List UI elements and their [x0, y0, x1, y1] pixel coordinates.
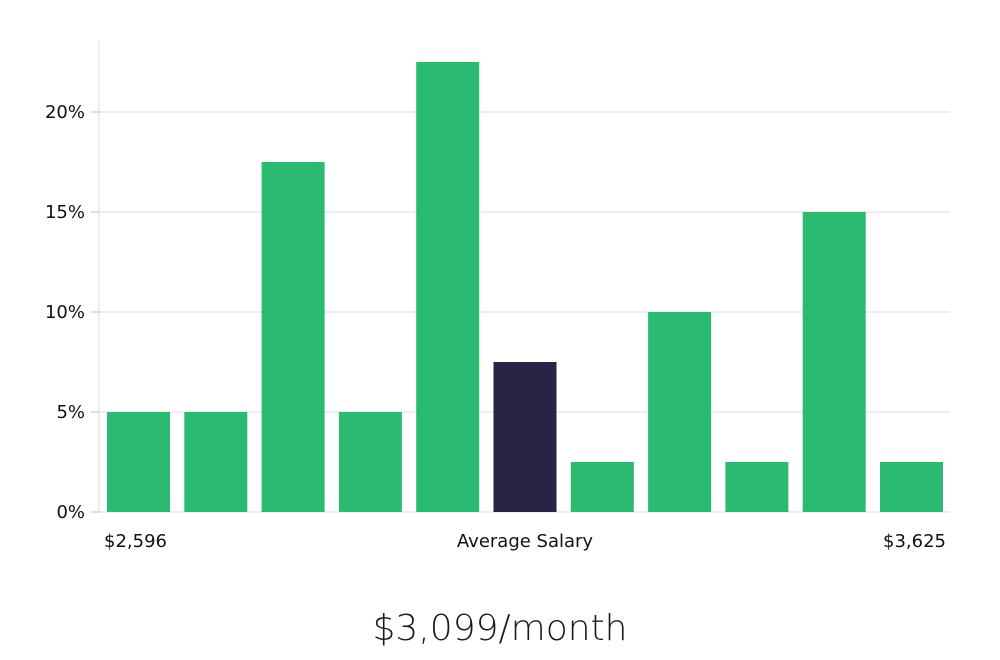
bar [725, 462, 789, 512]
bar [570, 462, 634, 512]
salary-histogram: 0% 5% 10% 15% 20% $2,596 Average Salary $3,6… [45, 40, 950, 552]
bar [648, 312, 712, 512]
bar [261, 162, 325, 512]
bars [107, 62, 943, 512]
bar [880, 462, 943, 512]
y-tick-label: 10% [45, 302, 85, 323]
y-tick-label: 15% [45, 202, 85, 223]
x-label-min: $2,596 [104, 531, 167, 552]
y-axis-ticks: 0% 5% 10% 15% 20% [45, 102, 99, 523]
bar [107, 412, 170, 512]
x-label-average-salary: Average Salary [457, 531, 594, 552]
bar-average-highlight [493, 362, 557, 512]
y-tick-label: 20% [45, 102, 85, 123]
bar [802, 212, 866, 512]
bar [416, 62, 480, 512]
y-tick-label: 5% [56, 402, 85, 423]
bar [184, 412, 248, 512]
x-label-max: $3,625 [883, 531, 946, 552]
y-tick-label: 0% [56, 502, 85, 523]
bar [338, 412, 402, 512]
average-salary-value: $3,099/month [372, 608, 628, 649]
